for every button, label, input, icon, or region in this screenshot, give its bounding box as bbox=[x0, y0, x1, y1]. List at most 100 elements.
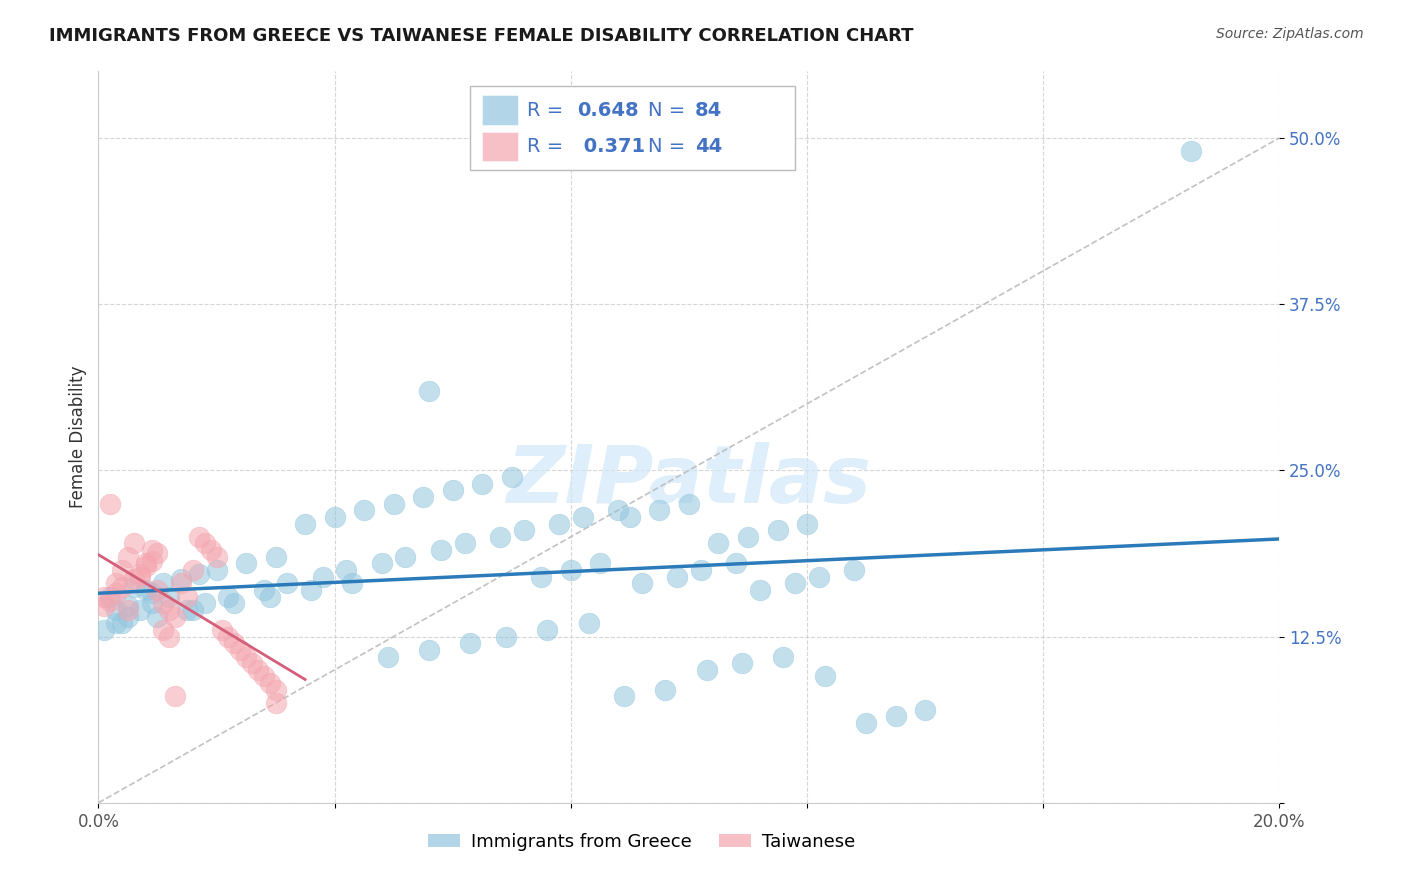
Point bbox=[117, 603, 139, 617]
Text: 44: 44 bbox=[695, 137, 723, 156]
Point bbox=[772, 649, 794, 664]
Point bbox=[619, 509, 641, 524]
Point bbox=[128, 603, 150, 617]
Point bbox=[253, 582, 276, 597]
Point bbox=[666, 570, 689, 584]
Point bbox=[294, 516, 316, 531]
Point bbox=[654, 682, 676, 697]
Point bbox=[135, 582, 157, 597]
Point bbox=[725, 557, 748, 571]
Point bbox=[394, 549, 416, 564]
Point bbox=[299, 582, 322, 597]
Point bbox=[246, 663, 269, 677]
Point bbox=[111, 616, 134, 631]
Point bbox=[200, 543, 222, 558]
Point bbox=[165, 690, 187, 704]
Point bbox=[205, 563, 228, 577]
Point bbox=[707, 536, 730, 550]
Point bbox=[689, 563, 711, 577]
Point bbox=[323, 509, 346, 524]
Text: ZIPatlas: ZIPatlas bbox=[506, 442, 872, 520]
Point bbox=[377, 649, 399, 664]
Point bbox=[229, 643, 252, 657]
Text: Source: ZipAtlas.com: Source: ZipAtlas.com bbox=[1216, 27, 1364, 41]
Point bbox=[122, 573, 145, 587]
Text: 0.648: 0.648 bbox=[576, 101, 638, 120]
Point bbox=[176, 603, 198, 617]
Point bbox=[807, 570, 830, 584]
Point bbox=[157, 630, 180, 644]
Point bbox=[501, 470, 523, 484]
Text: 0.371: 0.371 bbox=[576, 137, 645, 156]
Point bbox=[607, 503, 630, 517]
Point bbox=[224, 636, 246, 650]
Point bbox=[181, 563, 204, 577]
Point bbox=[157, 590, 180, 604]
Point bbox=[512, 523, 534, 537]
Point bbox=[748, 582, 770, 597]
Point bbox=[785, 576, 807, 591]
Point bbox=[165, 609, 187, 624]
Point bbox=[844, 563, 866, 577]
Point bbox=[105, 585, 128, 599]
Point bbox=[194, 596, 217, 610]
Point bbox=[105, 616, 128, 631]
Point bbox=[578, 616, 600, 631]
Point bbox=[914, 703, 936, 717]
Point bbox=[105, 603, 128, 617]
Point bbox=[187, 530, 209, 544]
Point bbox=[630, 576, 652, 591]
Point bbox=[98, 593, 121, 607]
Point bbox=[217, 590, 239, 604]
Point bbox=[253, 669, 276, 683]
Point bbox=[98, 590, 121, 604]
Point bbox=[312, 570, 335, 584]
Point bbox=[259, 676, 281, 690]
Point bbox=[259, 590, 281, 604]
Point bbox=[613, 690, 636, 704]
Point bbox=[146, 609, 169, 624]
Point bbox=[98, 497, 121, 511]
Legend: Immigrants from Greece, Taiwanese: Immigrants from Greece, Taiwanese bbox=[419, 823, 865, 860]
Point bbox=[471, 476, 494, 491]
Point bbox=[146, 546, 169, 560]
Point bbox=[93, 599, 115, 613]
Point bbox=[135, 557, 157, 571]
Point bbox=[105, 576, 128, 591]
Point bbox=[453, 536, 475, 550]
Point bbox=[224, 596, 246, 610]
Point bbox=[530, 570, 553, 584]
Point bbox=[382, 497, 405, 511]
Point bbox=[135, 559, 157, 574]
Point bbox=[122, 580, 145, 594]
Point bbox=[117, 609, 139, 624]
Point bbox=[796, 516, 818, 531]
Text: N =: N = bbox=[648, 137, 692, 156]
Point bbox=[264, 549, 287, 564]
Point bbox=[884, 709, 907, 723]
Text: R =: R = bbox=[527, 101, 569, 120]
Point bbox=[128, 570, 150, 584]
Point bbox=[731, 656, 754, 670]
Point bbox=[342, 576, 364, 591]
Point bbox=[141, 585, 163, 599]
Point bbox=[176, 590, 198, 604]
Y-axis label: Female Disability: Female Disability bbox=[69, 366, 87, 508]
FancyBboxPatch shape bbox=[482, 132, 517, 161]
Point bbox=[814, 669, 837, 683]
Point bbox=[678, 497, 700, 511]
Text: IMMIGRANTS FROM GREECE VS TAIWANESE FEMALE DISABILITY CORRELATION CHART: IMMIGRANTS FROM GREECE VS TAIWANESE FEMA… bbox=[49, 27, 914, 45]
Point bbox=[152, 623, 174, 637]
FancyBboxPatch shape bbox=[471, 86, 796, 170]
Point bbox=[141, 596, 163, 610]
Point bbox=[430, 543, 453, 558]
Text: N =: N = bbox=[648, 101, 692, 120]
Point bbox=[146, 582, 169, 597]
Point bbox=[187, 567, 209, 582]
Point bbox=[412, 490, 434, 504]
Point bbox=[152, 596, 174, 610]
Point bbox=[111, 580, 134, 594]
Point bbox=[194, 536, 217, 550]
Point bbox=[93, 623, 115, 637]
Point bbox=[335, 563, 357, 577]
